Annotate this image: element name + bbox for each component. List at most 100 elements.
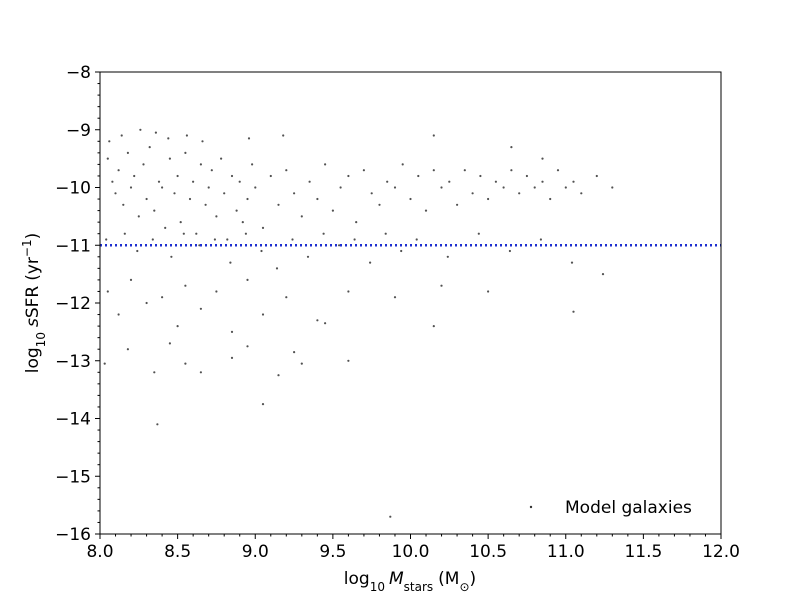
data-point [338, 244, 341, 247]
data-point [502, 186, 505, 189]
data-point [331, 209, 334, 212]
y-tick-label: −9 [66, 121, 91, 141]
data-point [154, 131, 157, 134]
data-point [120, 134, 123, 137]
data-point [409, 197, 412, 201]
x-tick-label: 12.0 [702, 542, 740, 562]
data-point [424, 209, 428, 212]
data-point [508, 249, 511, 253]
data-point [432, 169, 435, 172]
data-point [185, 134, 188, 137]
data-point [170, 255, 173, 258]
data-point [355, 221, 358, 224]
data-point [456, 203, 459, 206]
data-point [230, 330, 234, 333]
data-point [122, 203, 125, 206]
data-point [210, 169, 213, 172]
data-point [541, 180, 544, 183]
data-point [204, 203, 207, 206]
x-tick-label: 10.0 [392, 542, 430, 562]
data-point [199, 307, 202, 310]
data-point [386, 180, 389, 183]
data-point [316, 197, 319, 201]
data-point [393, 186, 397, 189]
legend: Model galaxies [529, 498, 692, 518]
data-point [247, 137, 251, 140]
data-point [471, 192, 474, 195]
data-point [229, 261, 232, 264]
data-point [199, 163, 202, 166]
data-point [215, 290, 218, 293]
data-point [251, 163, 254, 166]
data-point [446, 255, 449, 258]
data-point [277, 203, 280, 206]
data-point [347, 359, 350, 362]
data-point [246, 197, 249, 201]
data-point [448, 180, 451, 183]
data-point [195, 232, 198, 235]
data-point [533, 186, 536, 189]
data-point [285, 169, 288, 172]
data-point [291, 238, 294, 241]
legend-marker [529, 505, 533, 509]
data-point [572, 310, 575, 313]
data-point [151, 238, 154, 241]
data-point [117, 169, 120, 172]
data-point [129, 278, 133, 281]
data-point [316, 319, 319, 322]
data-point [176, 174, 179, 178]
data-point [184, 151, 187, 154]
data-point [400, 249, 403, 253]
data-point [168, 157, 171, 160]
data-point [173, 192, 176, 195]
data-point [417, 174, 420, 178]
data-point [393, 296, 397, 299]
x-tick-label: 9.5 [319, 542, 346, 562]
data-point [148, 146, 151, 149]
legend-label: Model galaxies [565, 498, 692, 518]
data-point [184, 284, 187, 287]
data-point [510, 146, 513, 149]
y-tick-label: −12 [55, 294, 91, 314]
data-point [277, 374, 280, 377]
y-tick-label: −16 [55, 525, 91, 545]
data-point [261, 313, 265, 316]
data-point [324, 322, 327, 325]
data-point [164, 226, 167, 229]
data-point [275, 267, 279, 270]
data-points [103, 128, 614, 518]
data-point [126, 151, 129, 154]
data-point [487, 290, 490, 293]
data-point [401, 163, 404, 166]
data-point [142, 163, 145, 166]
data-point [369, 261, 372, 264]
data-point [157, 180, 161, 183]
data-point [269, 174, 272, 178]
x-axis-label: log10 Mstars (M⊙) [344, 569, 476, 594]
data-point [541, 157, 544, 160]
data-point [322, 232, 325, 235]
data-point [572, 180, 575, 183]
data-point [370, 192, 373, 195]
data-point [137, 215, 140, 218]
data-point [145, 301, 148, 305]
data-point [362, 169, 365, 172]
data-point [188, 197, 192, 201]
data-point [207, 186, 210, 189]
data-point [293, 351, 296, 354]
data-point [241, 221, 244, 224]
data-point [384, 232, 387, 235]
data-point [226, 238, 229, 241]
data-point [201, 140, 204, 143]
data-point [347, 174, 350, 178]
y-tick-label: −11 [55, 236, 91, 256]
data-point [230, 356, 234, 359]
data-point [463, 169, 466, 172]
x-tick-label: 8.0 [86, 542, 113, 562]
data-point [136, 249, 139, 253]
data-point [123, 232, 126, 235]
data-point [108, 140, 111, 143]
data-point [440, 186, 443, 189]
